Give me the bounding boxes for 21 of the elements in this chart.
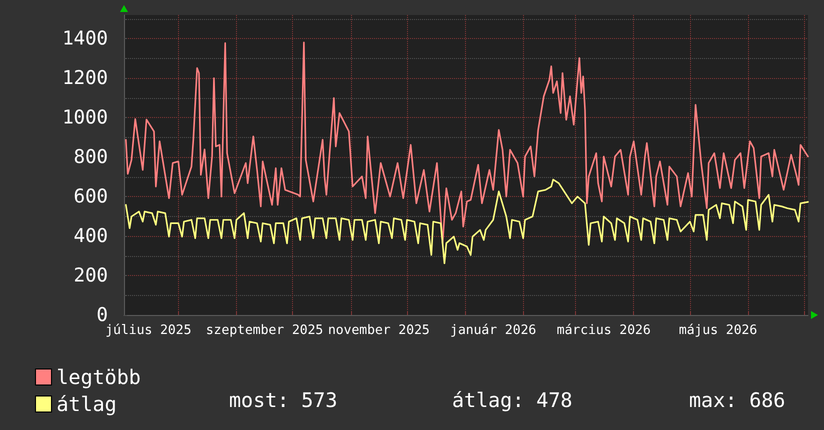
text: átlag: 478	[452, 388, 572, 412]
y-tick-label: 200	[74, 264, 108, 287]
line-series	[125, 42, 809, 244]
y-tick-label: 1000	[62, 106, 108, 129]
text: most: 573	[229, 388, 338, 412]
legend-label: legtöbb	[56, 365, 141, 389]
y-tick-label: 1400	[62, 28, 108, 50]
legend-label: átlag	[56, 392, 117, 416]
y-tick-label: 800	[74, 146, 108, 168]
x-tick-label: január 2026	[450, 323, 536, 338]
y-tick-label: 600	[74, 186, 108, 208]
x-tick-label: május 2026	[678, 323, 758, 338]
x-tick-label: március 2026	[556, 323, 651, 338]
x-tick-label: szeptember 2025	[206, 323, 324, 338]
line-series	[125, 178, 809, 264]
x-tick-label: november 2025	[328, 323, 430, 338]
y-tick-label: 1200	[62, 67, 108, 90]
x-tick-label: július 2025	[105, 323, 192, 338]
text: max: 686	[689, 388, 786, 412]
y-tick-label: 0	[96, 304, 108, 326]
y-tick-label: 400	[74, 225, 108, 248]
